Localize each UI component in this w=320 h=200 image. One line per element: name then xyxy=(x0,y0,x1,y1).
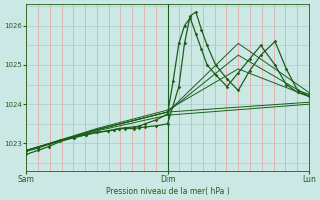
X-axis label: Pression niveau de la mer( hPa ): Pression niveau de la mer( hPa ) xyxy=(106,187,229,196)
